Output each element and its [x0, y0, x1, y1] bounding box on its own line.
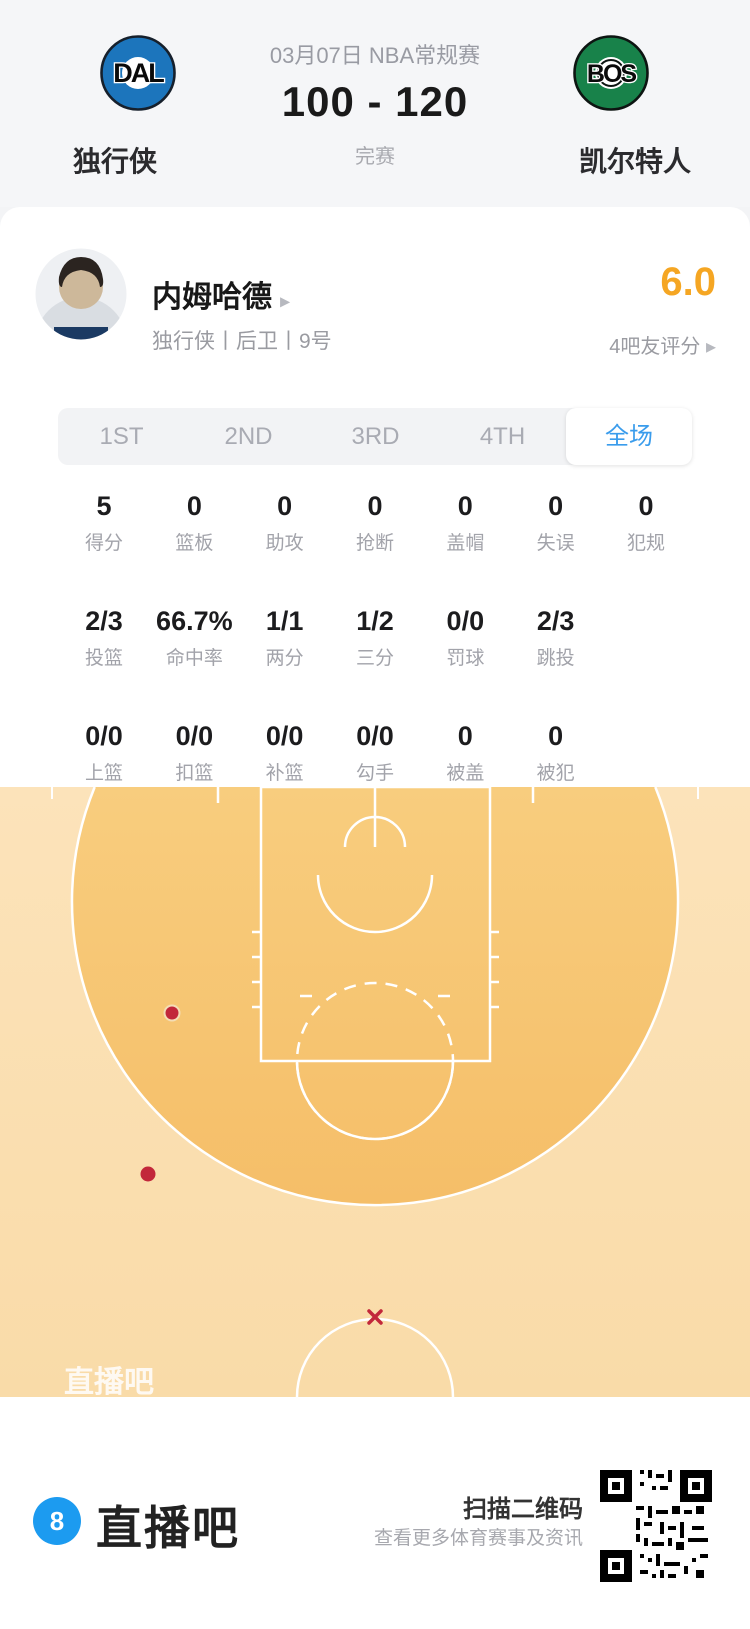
svg-text:DAL: DAL [113, 58, 164, 88]
svg-text:直播吧: 直播吧 [64, 1366, 154, 1397]
svg-text:BOS: BOS [587, 60, 637, 88]
svg-text:8: 8 [50, 1506, 64, 1536]
